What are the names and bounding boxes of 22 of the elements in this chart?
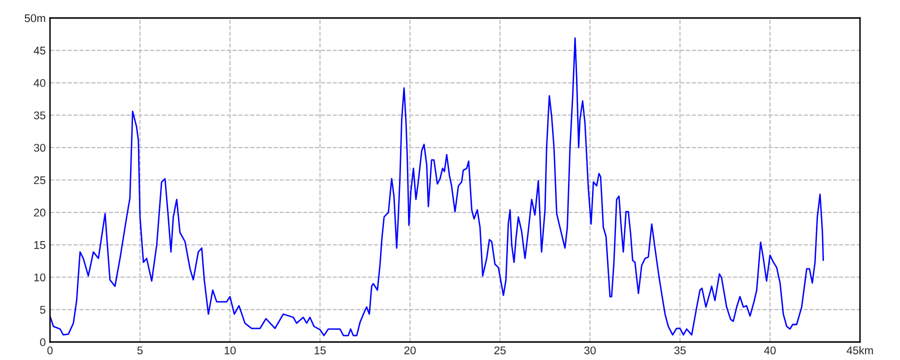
y-tick-label: 20 <box>34 208 46 217</box>
y-tick-label: 30 <box>34 144 46 152</box>
y-tick-label: 10 <box>34 273 46 282</box>
x-tick-label: 0 <box>47 346 53 354</box>
line-series <box>50 37 824 336</box>
x-tick-label: 15 <box>314 346 326 354</box>
y-tick-label: 40 <box>34 79 46 87</box>
x-tick-label: 10 <box>224 346 236 354</box>
y-tick-label: 0 <box>40 338 46 346</box>
x-tick-label: 30 <box>584 346 596 354</box>
x-tick-label: 5 <box>137 346 143 354</box>
y-tick-label: 15 <box>34 241 46 249</box>
y-tick-label: 35 <box>34 111 46 120</box>
x-tick-label: 20 <box>404 346 416 354</box>
y-tick-label: 50m <box>24 14 46 22</box>
y-tick-label: 45 <box>34 46 46 55</box>
x-tick-label: 35 <box>674 346 686 354</box>
y-tick-label: 5 <box>40 306 46 314</box>
x-tick-label: 40 <box>764 346 776 354</box>
x-tick-label: 25 <box>494 346 506 354</box>
y-tick-label: 25 <box>34 176 46 184</box>
x-tick-label: 45km <box>846 346 873 354</box>
